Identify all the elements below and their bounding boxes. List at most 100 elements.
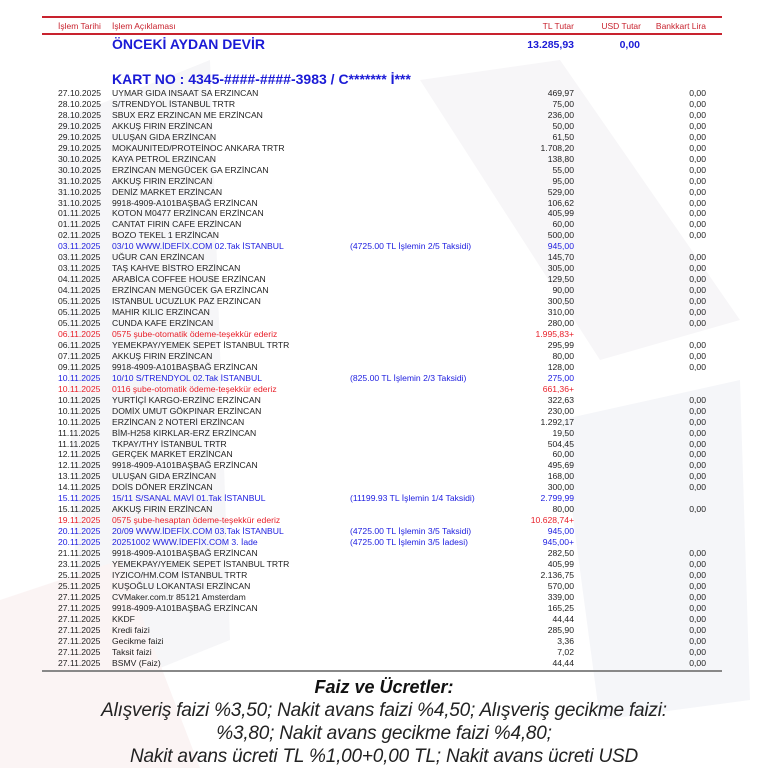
transaction-date: 01.11.2025	[58, 219, 101, 230]
transaction-date: 10.11.2025	[58, 405, 101, 416]
header-bottom-rule	[42, 33, 722, 35]
table-row: 10.11.2025 DOMİX UMUT GÖKPINAR ERZİNCAN 23…	[0, 406, 768, 417]
col-header-bankkart: Bankkart Lira	[655, 21, 706, 31]
transaction-date: 31.10.2025	[58, 186, 102, 197]
transaction-description: KAYA PETROL ERZINCAN	[112, 153, 216, 164]
table-row: 02.11.2025 BOZO TEKEL 1 ERZİNCAN 500,00 0,0…	[0, 230, 768, 241]
amount-bankkart: 0,00	[689, 175, 706, 186]
table-row: 11.11.2025 TKPAY/THY İSTANBUL TRTR 504,45 0…	[0, 439, 768, 450]
amount-bankkart: 0,00	[689, 252, 706, 263]
table-row: 23.11.2025 YEMEKPAY/YEMEK SEPET İSTANBUL …	[0, 559, 768, 570]
table-row: 03.11.2025 UĞUR CAN ERZİNCAN 145,70 0,00	[0, 252, 768, 263]
amount-bankkart: 0,00	[689, 405, 706, 416]
transaction-description: AKKUŞ FIRIN ERZİNCAN	[112, 175, 213, 186]
table-row: 15.11.2025 AKKUŞ FIRIN ERZİNCAN 80,00 0,00	[0, 504, 768, 515]
transaction-date: 11.11.2025	[58, 427, 100, 438]
transaction-date: 12.11.2025	[58, 449, 101, 460]
transaction-description: ERZİNCAN MENGÜCEK GA ERZİNCAN	[112, 164, 269, 175]
transaction-description: ARABİCA COFFEE HOUSE ERZİNCAN	[112, 274, 266, 285]
transaction-description: YURTİÇİ KARGO-ERZİNC ERZİNCAN	[112, 394, 261, 405]
amount-tl: 236,00	[547, 109, 574, 120]
amount-bankkart: 0,00	[689, 361, 706, 372]
amount-tl: 275,00	[547, 372, 574, 383]
transaction-date: 07.11.2025	[58, 350, 101, 361]
transaction-description: TKPAY/THY İSTANBUL TRTR	[112, 438, 227, 449]
amount-tl: 138,80	[547, 153, 574, 164]
fees-line: %3,80; Nakit avans gecikme faizi %4,80;	[216, 723, 552, 744]
amount-bankkart: 0,00	[689, 109, 706, 120]
amount-bankkart: 0,00	[689, 153, 706, 164]
table-row: 29.10.2025 MOKAUNITED/PROTEİNOC ANKARA TR…	[0, 143, 768, 154]
transaction-description: YEMEKPAY/YEMEK SEPET İSTANBUL TRTR	[112, 558, 290, 569]
amount-bankkart: 0,00	[689, 186, 706, 197]
transaction-description: 0575 şube-hesaptan ödeme-teşekkür ederiz	[112, 515, 281, 526]
table-row: 10.11.2025 0116 şube-otomatik ödeme-teşek…	[0, 384, 768, 395]
amount-tl: 3,36	[557, 635, 574, 646]
amount-tl: 60,00	[552, 449, 574, 460]
amount-bankkart: 0,00	[689, 164, 706, 175]
amount-tl: 280,00	[547, 318, 574, 329]
transaction-date: 09.11.2025	[58, 361, 101, 372]
amount-tl: 570,00	[547, 580, 574, 591]
transaction-description: 10/10 S/TRENDYOL 02.Tak İSTANBUL	[112, 372, 262, 383]
amount-tl: 469,97	[547, 88, 574, 98]
transaction-description: 0116 şube-otomatik ödeme-teşekkür ederiz	[112, 383, 277, 394]
transaction-date: 05.11.2025	[58, 296, 101, 307]
table-row: 10.11.2025 YURTİÇİ KARGO-ERZİNC ERZİNCAN 3…	[0, 395, 768, 406]
transaction-description: BOZO TEKEL 1 ERZİNCAN	[112, 230, 219, 241]
table-row: 27.10.2025 UYMAR GIDA INSAAT SA ERZINCAN 4…	[0, 88, 768, 99]
table-row: 06.11.2025 0575 şube-otomatik ödeme-teşek…	[0, 329, 768, 340]
transaction-date: 03.11.2025	[58, 263, 101, 274]
table-row: 06.11.2025 YEMEKPAY/YEMEK SEPET İSTANBUL …	[0, 340, 768, 351]
transaction-description: UYMAR GIDA INSAAT SA ERZINCAN	[112, 88, 259, 98]
transaction-description: DOİS DÖNER ERZİNCAN	[112, 482, 213, 493]
transaction-date: 03.11.2025	[58, 252, 101, 263]
transaction-table: 27.10.2025 UYMAR GIDA INSAAT SA ERZINCAN 4…	[0, 88, 768, 669]
table-row: 05.11.2025 MAHIR KILIC ERZINCAN 310,00 0,00	[0, 307, 768, 318]
amount-bankkart: 0,00	[689, 416, 706, 427]
transaction-date: 13.11.2025	[58, 471, 101, 482]
amount-bankkart: 0,00	[689, 558, 706, 569]
amount-bankkart: 0,00	[689, 230, 706, 241]
amount-tl: 945,00	[547, 241, 574, 252]
transaction-date: 25.11.2025	[58, 580, 101, 591]
transaction-description: 9918-4909-A101BAŞBAĞ ERZİNCAN	[112, 460, 258, 471]
table-row: 20.11.2025 20251002 WWW.İDEFİX.COM 3. İad…	[0, 537, 768, 548]
transaction-date: 27.11.2025	[58, 591, 101, 602]
transaction-date: 10.11.2025	[58, 394, 101, 405]
amount-bankkart: 0,00	[689, 98, 706, 109]
amount-tl: 95,00	[552, 175, 574, 186]
transaction-description: ISTANBUL UCUZLUK PAZ ERZINCAN	[112, 296, 261, 307]
transaction-description: BİM-H258 KIRKLAR-ERZ ERZİNCAN	[112, 427, 257, 438]
table-row: 04.11.2025 ARABİCA COFFEE HOUSE ERZİNCAN 1…	[0, 274, 768, 285]
table-row: 27.11.2025 Kredi faizi 285,90 0,00	[0, 625, 768, 636]
amount-tl: 61,50	[552, 131, 574, 142]
transaction-date: 01.11.2025	[58, 208, 101, 219]
amount-bankkart: 0,00	[689, 142, 706, 153]
transaction-description: KUŞOĞLU LOKANTASI ERZİNCAN	[112, 580, 251, 591]
transaction-date: 27.11.2025	[58, 657, 101, 668]
transaction-date: 27.11.2025	[58, 624, 101, 635]
amount-tl: 50,00	[552, 120, 574, 131]
amount-bankkart: 0,00	[689, 482, 706, 493]
transaction-date: 10.11.2025	[58, 372, 101, 383]
transaction-description: MAHIR KILIC ERZINCAN	[112, 307, 210, 318]
amount-tl: 128,00	[547, 361, 574, 372]
table-row: 15.11.2025 15/11 S/SANAL MAVİ 01.Tak İSTA…	[0, 493, 768, 504]
transaction-date: 27.11.2025	[58, 646, 101, 657]
transaction-description: BSMV (Faiz)	[112, 657, 161, 668]
transaction-date: 28.10.2025	[58, 98, 102, 109]
transaction-date: 10.11.2025	[58, 383, 101, 394]
transaction-description: TAŞ KAHVE BİSTRO ERZİNCAN	[112, 263, 241, 274]
amount-tl: 44,44	[552, 657, 574, 668]
transaction-description: AKKUŞ FIRIN ERZİNCAN	[112, 504, 213, 515]
transaction-description: SBUX ERZ ERZINCAN ME ERZİNCAN	[112, 109, 263, 120]
transaction-description: DOMİX UMUT GÖKPINAR ERZİNCAN	[112, 405, 262, 416]
transaction-description: S/TRENDYOL İSTANBUL TRTR	[112, 98, 236, 109]
amount-bankkart: 0,00	[689, 285, 706, 296]
table-row: 27.11.2025 CVMaker.com.tr 85121 Amsterdam…	[0, 592, 768, 603]
transaction-date: 15.11.2025	[58, 493, 101, 504]
transaction-description: CANTAT FIRIN CAFE ERZİNCAN	[112, 219, 242, 230]
transaction-description: KKDF	[112, 613, 135, 624]
